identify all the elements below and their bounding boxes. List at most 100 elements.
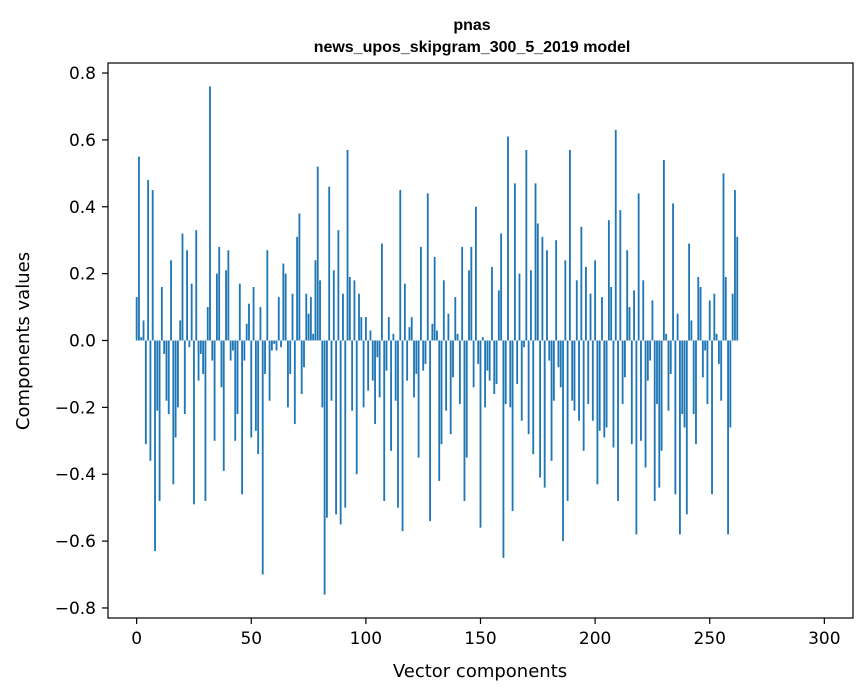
bar-220 (640, 340, 642, 441)
bar-6 (149, 340, 152, 461)
bar-144 (465, 340, 468, 458)
bar-71 (298, 213, 301, 341)
bar-171 (527, 340, 530, 435)
bar-105 (376, 340, 379, 358)
bar-14 (167, 340, 170, 415)
bar-58 (268, 340, 271, 401)
bar-237 (679, 340, 681, 535)
bar-110 (387, 317, 390, 341)
bar-178 (543, 340, 546, 488)
y-tick-label: −0.4 (55, 465, 96, 485)
bar-258 (727, 340, 729, 535)
bar-174 (534, 183, 537, 341)
bar-91 (344, 340, 347, 508)
bar-81 (321, 340, 324, 408)
bar-153 (486, 340, 489, 371)
bar-25 (193, 340, 195, 505)
bar-215 (628, 307, 631, 341)
bar-26 (195, 230, 198, 341)
bar-197 (587, 340, 590, 405)
bar-257 (724, 276, 727, 341)
bar-254 (717, 340, 720, 364)
bar-248 (704, 340, 707, 351)
bar-210 (617, 340, 619, 501)
bar-69 (293, 340, 296, 425)
bar-87 (335, 340, 337, 515)
bar-262 (736, 236, 739, 341)
bar-20 (181, 233, 184, 341)
x-tick-label: 300 (808, 629, 840, 649)
bar-41 (229, 340, 232, 361)
bar-216 (630, 340, 633, 445)
bar-31 (206, 307, 209, 341)
bar-121 (413, 340, 415, 398)
bar-65 (284, 273, 287, 341)
bar-94 (351, 340, 354, 411)
bar-21 (183, 340, 186, 415)
bar-54 (259, 307, 262, 341)
bar-238 (681, 340, 684, 415)
bar-70 (296, 236, 299, 341)
bar-83 (326, 340, 328, 518)
x-tick-label: 150 (464, 629, 496, 649)
bar-236 (676, 313, 679, 341)
bar-168 (520, 340, 523, 421)
bar-93 (348, 276, 351, 341)
bar-157 (495, 340, 498, 384)
bar-259 (729, 340, 732, 428)
bar-34 (213, 340, 216, 441)
bar-217 (633, 290, 635, 341)
bar-77 (312, 333, 315, 341)
bar-169 (523, 340, 525, 348)
bar-106 (378, 340, 381, 398)
bar-5 (147, 180, 150, 341)
bar-101 (367, 340, 370, 391)
bar-90 (342, 293, 344, 341)
bar-172 (530, 270, 532, 341)
bar-46 (241, 340, 244, 495)
chart-subtitle: news_upos_skipgram_300_5_2019 model (314, 39, 631, 56)
bar-226 (653, 340, 656, 501)
bar-173 (532, 340, 535, 455)
bar-102 (369, 330, 372, 341)
bar-97 (358, 293, 360, 341)
bar-100 (364, 317, 367, 341)
bar-206 (607, 220, 610, 341)
bar-127 (426, 193, 429, 341)
chart-title: pnas (453, 17, 490, 34)
bar-63 (280, 340, 282, 348)
bar-48 (245, 323, 248, 341)
bar-246 (699, 287, 702, 341)
x-tick-label: 200 (579, 629, 611, 649)
bar-241 (688, 243, 691, 341)
bar-137 (449, 340, 452, 435)
bar-39 (225, 270, 227, 341)
bar-10 (158, 340, 161, 501)
bar-219 (637, 193, 640, 341)
bar-111 (390, 340, 393, 451)
bar-126 (424, 340, 427, 364)
bar-82 (323, 340, 326, 595)
bar-213 (624, 340, 626, 378)
bar-64 (282, 263, 285, 341)
bar-29 (202, 340, 205, 374)
x-tick-label: 50 (240, 629, 262, 649)
bar-11 (160, 287, 163, 341)
bar-163 (509, 340, 512, 408)
bar-30 (204, 340, 207, 501)
bar-135 (445, 340, 448, 411)
bar-227 (656, 340, 658, 405)
bar-186 (562, 340, 564, 542)
bar-255 (720, 340, 723, 401)
bar-256 (722, 173, 725, 341)
bar-251 (711, 340, 713, 495)
bar-232 (667, 340, 670, 411)
bar-243 (692, 340, 695, 415)
bar-159 (500, 233, 503, 341)
bar-176 (539, 340, 542, 478)
bars-group (135, 86, 739, 595)
bar-204 (603, 340, 606, 438)
bar-16 (172, 340, 175, 485)
